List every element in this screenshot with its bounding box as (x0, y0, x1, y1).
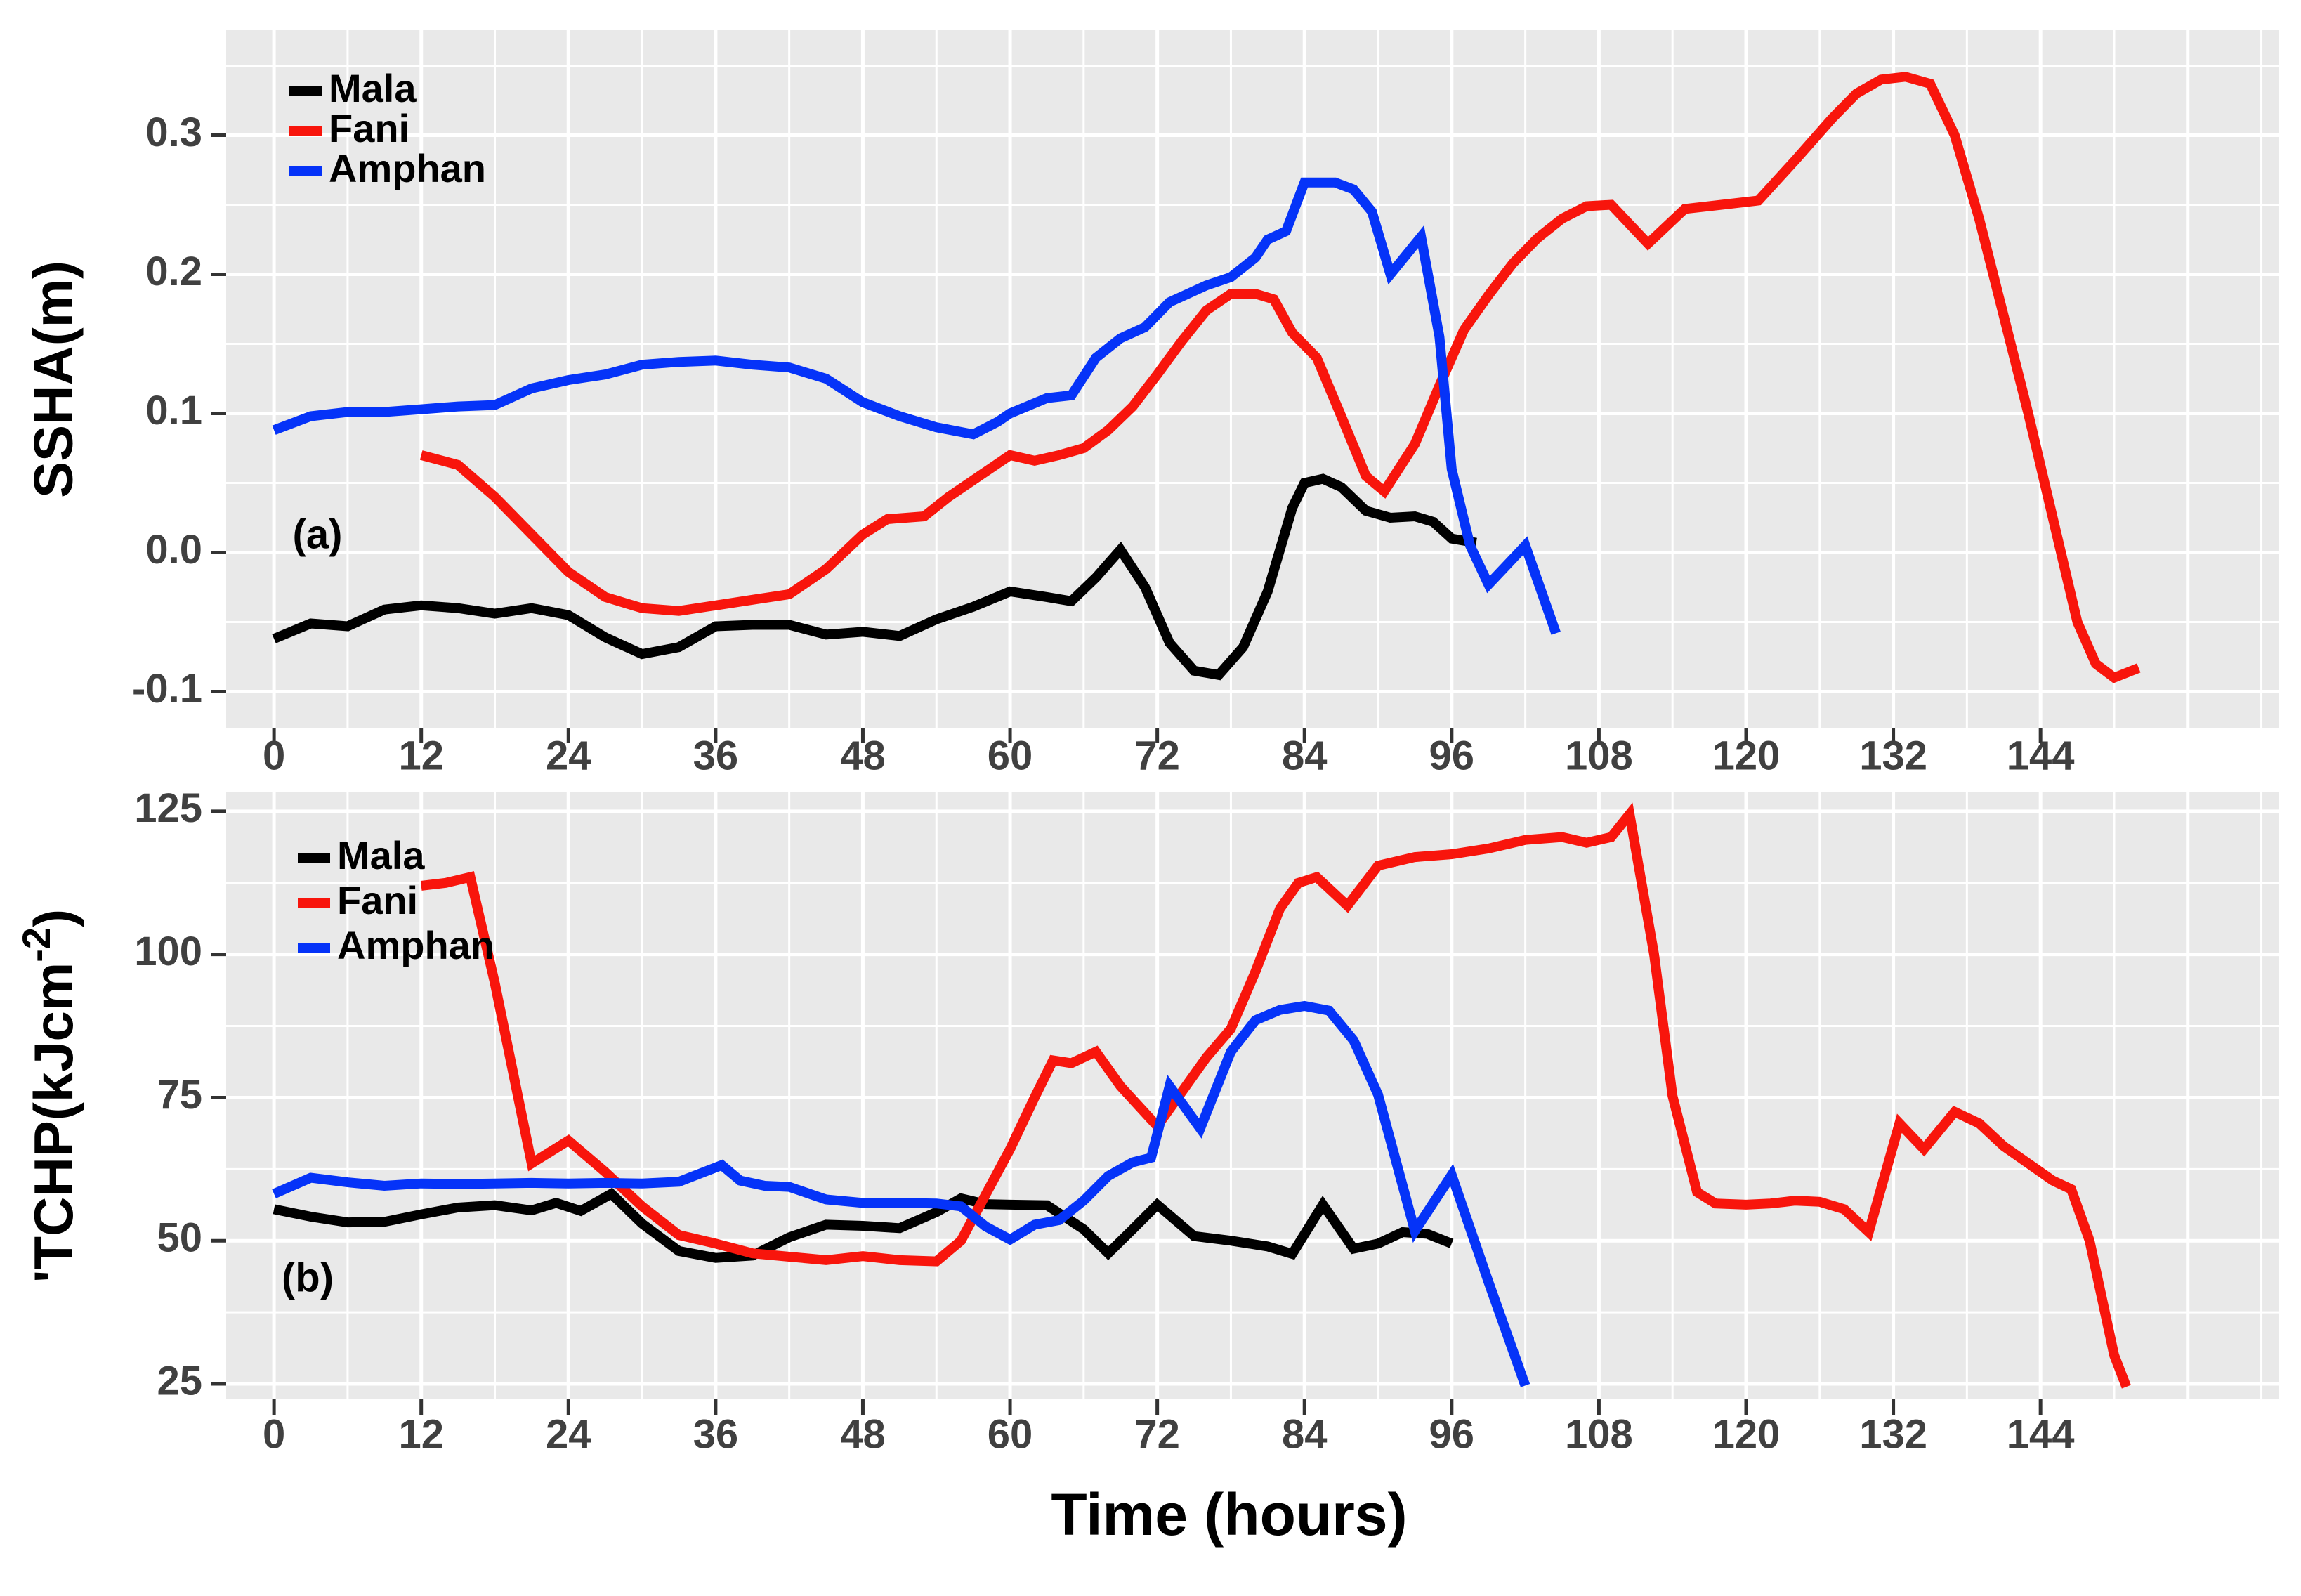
series-line-mala-b (273, 1187, 1454, 1263)
legend-label-fani: Fani (329, 106, 409, 150)
x-tick-label: 0 (263, 1411, 285, 1457)
series-line-fani-b (420, 802, 2131, 1389)
x-tick-label: 96 (1429, 733, 1475, 778)
y-tick-label: 0.3 (145, 110, 202, 155)
x-tick-label: 12 (398, 733, 444, 778)
legend-label-mala: Mala (329, 66, 417, 110)
x-tick-label: 12 (398, 1411, 444, 1457)
x-tick-label: 24 (546, 733, 591, 778)
legend-label-amphan: Amphan (337, 923, 494, 967)
panel-b: 0 12 24 36 48 60 72 84 96 108 120 132 144 25 50 75 100 12… (134, 785, 2279, 1457)
y-tick-label: -0.1 (132, 666, 202, 712)
legend-swatch-fani (289, 126, 322, 136)
x-tick-label: 72 (1134, 1411, 1180, 1457)
x-tick-label: 108 (1565, 733, 1633, 778)
y-tick-label: 100 (134, 929, 202, 974)
legend-swatch-fani (298, 898, 330, 908)
y-tick-label: 0.1 (145, 388, 202, 433)
panel-letter-b: (b) (282, 1255, 334, 1300)
x-tick-label: 132 (1859, 1411, 1927, 1457)
x-tick-label: 120 (1712, 1411, 1781, 1457)
x-tick-label: 60 (988, 1411, 1033, 1457)
legend-swatch-amphan (298, 943, 330, 953)
series-line-amphan-a (272, 177, 1561, 635)
panel-a: 0 12 24 36 48 60 72 84 96 108 120 132 144 -0.1 0.0 0.1 0… (132, 30, 2279, 778)
x-tick-label: 0 (263, 733, 285, 778)
y-tick-label: 25 (157, 1358, 202, 1404)
y-tick-label: 75 (157, 1072, 202, 1118)
x-tick-label: 144 (2007, 733, 2075, 778)
y-axis-title-b: 'TCHP(kJcm-2) (14, 909, 84, 1283)
legend-label-fani: Fani (337, 878, 418, 922)
x-tick-label: 144 (2007, 1411, 2075, 1457)
x-tick-label: 72 (1134, 733, 1180, 778)
legend-label-mala: Mala (337, 833, 425, 877)
x-tick-label: 48 (840, 1411, 886, 1457)
y-tick-label: 125 (134, 785, 202, 831)
y-tick-label: 0.2 (145, 249, 202, 294)
legend-swatch-amphan (289, 166, 322, 176)
x-tick-label: 60 (988, 733, 1033, 778)
series-line-mala-a (272, 473, 1477, 681)
x-tick-label: 120 (1712, 733, 1781, 778)
y-axis-title-a: SSHA(m) (22, 261, 84, 498)
x-axis-title: Time (hours) (1051, 1481, 1407, 1548)
series-line-amphan-b (272, 1000, 1530, 1387)
legend-swatch-mala (298, 853, 330, 863)
y-tick-label: 50 (157, 1215, 202, 1261)
x-tick-label: 48 (840, 733, 886, 778)
x-tick-label: 36 (693, 733, 739, 778)
x-tick-label: 96 (1429, 1411, 1475, 1457)
x-tick-label: 132 (1859, 733, 1927, 778)
x-tick-label: 24 (546, 1411, 591, 1457)
x-tick-label: 84 (1282, 1411, 1328, 1457)
series-line-fani-a (419, 72, 2141, 683)
x-tick-label: 108 (1565, 1411, 1633, 1457)
panel-letter-a: (a) (293, 511, 343, 557)
legend-label-amphan: Amphan (329, 146, 486, 190)
x-tick-label: 84 (1282, 733, 1328, 778)
y-tick-label: 0.0 (145, 527, 202, 573)
x-tick-label: 36 (693, 1411, 739, 1457)
legend-swatch-mala (289, 86, 322, 96)
